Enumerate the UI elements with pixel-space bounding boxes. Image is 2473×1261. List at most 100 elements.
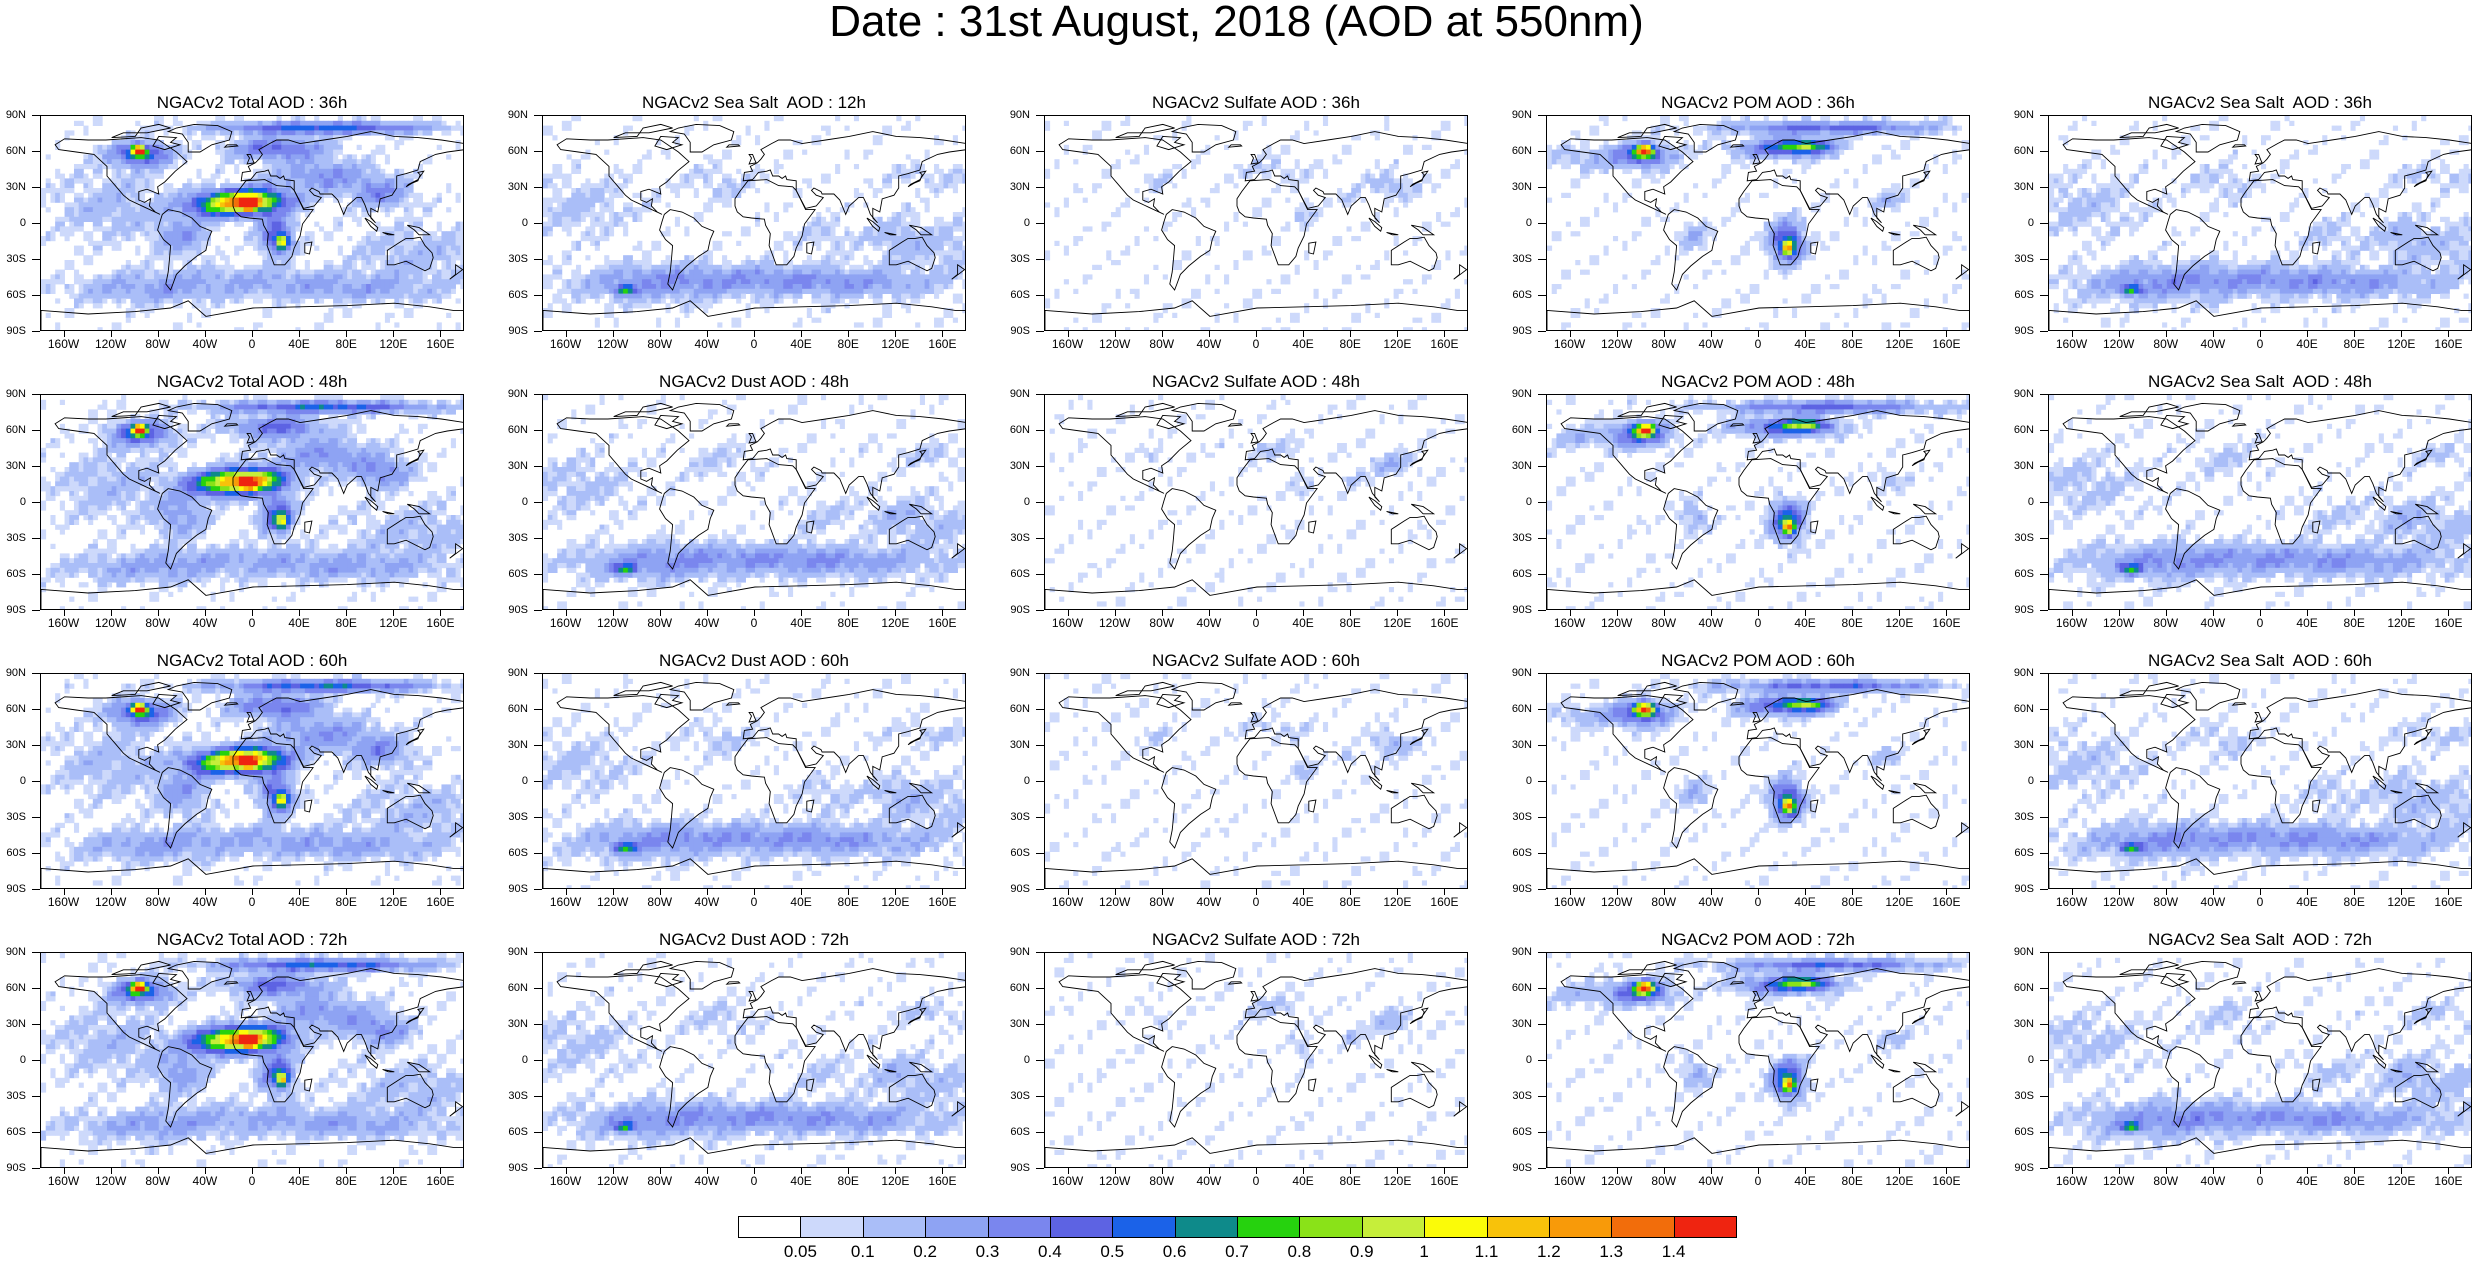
aod-cell	[295, 216, 301, 222]
aod-cell	[1082, 274, 1088, 280]
aod-cell	[210, 255, 216, 261]
aod-cell	[285, 293, 292, 299]
aod-cell	[901, 284, 907, 290]
aod-cell	[97, 120, 103, 126]
panel-map	[543, 116, 965, 330]
aod-cell	[674, 322, 681, 328]
aod-cell	[304, 274, 310, 280]
aod-cell	[858, 322, 864, 328]
aod-cell	[191, 188, 197, 194]
aod-cell	[561, 260, 567, 266]
aod-cell	[201, 245, 207, 251]
aod-cell	[243, 240, 249, 246]
aod-cell	[375, 125, 381, 131]
aod-cell	[328, 183, 334, 189]
aod-cell	[623, 212, 629, 218]
aod-cell	[375, 226, 381, 232]
aod-cell	[646, 298, 652, 304]
aod-cell	[149, 250, 155, 256]
aod-cell	[1101, 221, 1107, 227]
aod-cell	[684, 231, 690, 237]
lon-tick-label: 80E	[1325, 337, 1375, 351]
aod-cell	[726, 260, 732, 266]
aod-cell	[641, 293, 648, 299]
aod-cell	[351, 188, 358, 194]
aod-cell	[351, 207, 358, 213]
aod-cell	[328, 317, 334, 323]
aod-cell	[446, 250, 452, 256]
aod-cell	[333, 264, 339, 270]
aod-cell	[1172, 312, 1178, 318]
aod-cell	[1125, 250, 1131, 256]
aod-cell	[135, 140, 141, 146]
aod-cell	[201, 288, 207, 294]
aod-cell	[130, 202, 136, 208]
aod-cell	[938, 240, 944, 246]
aod-cell	[121, 212, 127, 218]
aod-cell	[257, 264, 263, 270]
aod-cell	[1158, 188, 1164, 194]
aod-cell	[394, 269, 400, 275]
coastline	[1453, 263, 1467, 280]
aod-cell	[384, 202, 391, 208]
aod-cell	[929, 284, 935, 290]
aod-cell	[276, 269, 282, 275]
aod-cell	[924, 154, 930, 160]
aod-cell	[641, 260, 648, 266]
aod-cell	[561, 298, 567, 304]
aod-cell	[1120, 202, 1126, 208]
aod-cell	[220, 298, 226, 304]
aod-cell	[201, 197, 207, 203]
aod-cell	[844, 260, 850, 266]
aod-cell	[300, 140, 306, 146]
coastline	[1170, 123, 1237, 153]
aod-cell	[450, 226, 456, 232]
aod-cell	[300, 130, 306, 136]
aod-cell	[253, 192, 259, 198]
aod-cell	[952, 269, 958, 275]
aod-cell	[309, 183, 315, 189]
aod-cell	[656, 274, 662, 280]
aod-cell	[267, 221, 273, 227]
aod-cell	[755, 288, 761, 294]
aod-cell	[417, 279, 423, 285]
aod-cell	[427, 284, 433, 290]
aod-cell	[703, 293, 709, 299]
aod-cell	[144, 303, 150, 309]
aod-cell	[575, 288, 582, 294]
aod-cell	[351, 192, 358, 198]
aod-cell	[380, 144, 386, 150]
aod-cell	[1092, 130, 1098, 136]
aod-cell	[271, 250, 277, 256]
aod-cell	[929, 188, 935, 194]
aod-cell	[139, 226, 146, 232]
aod-cell	[755, 164, 761, 170]
aod-cell	[1195, 159, 1201, 165]
lon-tick	[1114, 331, 1116, 337]
aod-cell	[135, 197, 141, 203]
aod-cell	[224, 149, 230, 155]
aod-cell	[88, 240, 94, 246]
aod-cell	[234, 327, 240, 330]
aod-cell	[333, 192, 339, 198]
aod-cell	[623, 284, 629, 290]
aod-cell	[69, 183, 75, 189]
aod-cell	[1322, 120, 1329, 126]
aod-cell	[778, 293, 784, 299]
aod-cell	[149, 236, 155, 242]
lat-tick	[32, 295, 40, 296]
aod-cell	[825, 308, 831, 314]
aod-cell	[253, 221, 259, 227]
aod-cell	[1436, 183, 1442, 189]
aod-cell	[1054, 207, 1060, 213]
coastline	[41, 300, 463, 330]
aod-cell	[196, 231, 202, 237]
aod-cell	[460, 125, 463, 131]
aod-cell	[1158, 312, 1164, 318]
aod-cell	[1045, 255, 1051, 261]
aod-cell	[627, 260, 633, 266]
aod-cell	[1445, 303, 1451, 309]
aod-cell	[1115, 207, 1121, 213]
aod-cell	[608, 231, 615, 237]
aod-cell	[125, 154, 131, 160]
